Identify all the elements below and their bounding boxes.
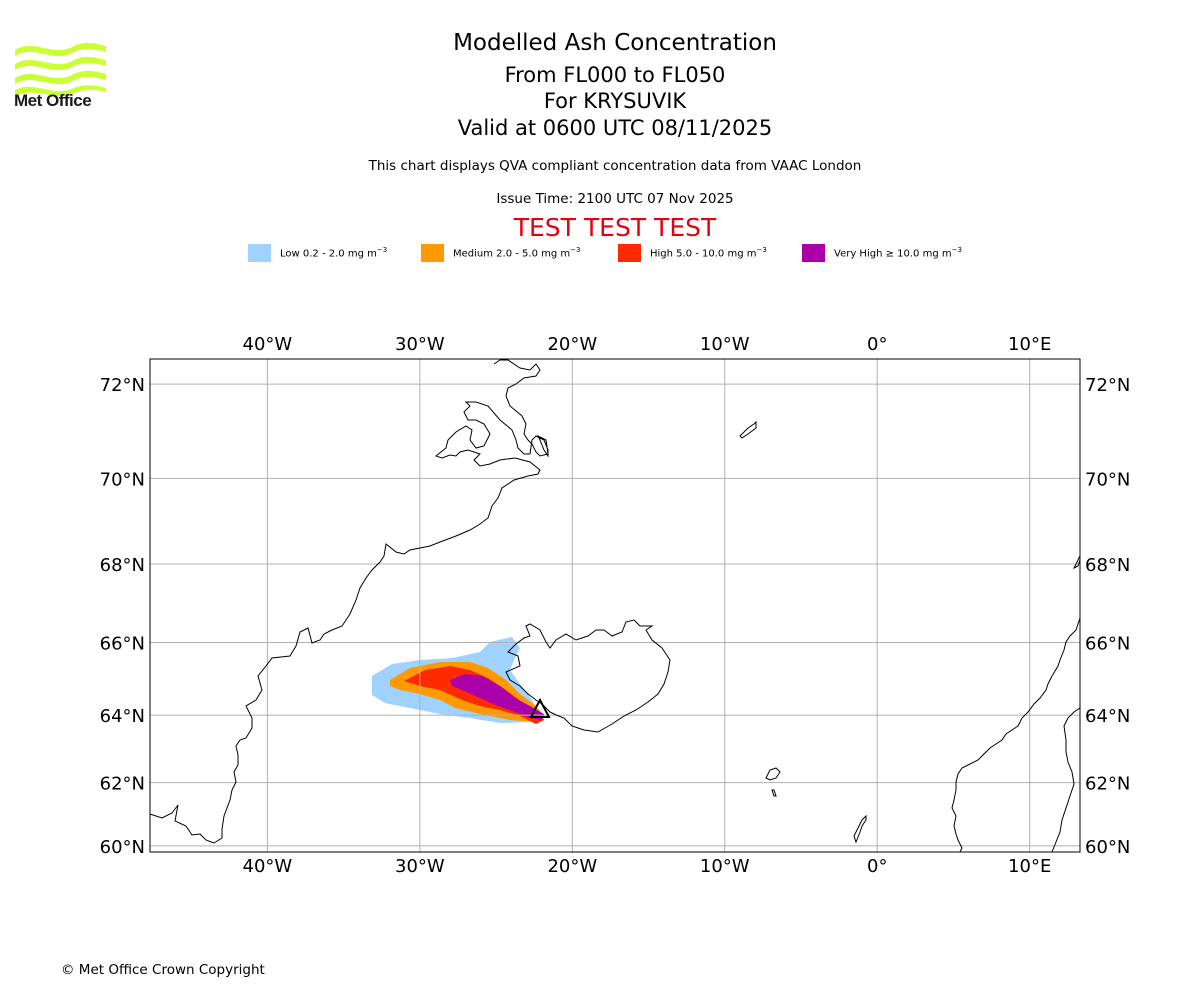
legend-label-high: High 5.0 - 10.0 mg m	[650, 248, 757, 260]
coastlines	[149, 359, 1081, 853]
logo-wave-1	[15, 42, 106, 56]
x-tick-label-bottom: 40°W	[243, 856, 293, 877]
x-tick-label-bottom: 20°W	[547, 856, 597, 877]
y-tick-label-left: 60°N	[100, 837, 145, 858]
met-office-logo	[15, 42, 106, 96]
legend-item-high: High 5.0 - 10.0 mg m−3	[618, 244, 767, 262]
x-tick-label-top: 0°	[867, 334, 887, 355]
y-tick-label-right: 66°N	[1085, 633, 1130, 654]
y-tick-label-left: 72°N	[100, 375, 145, 396]
y-tick-label-right: 62°N	[1085, 774, 1130, 795]
legend-item-medium: Medium 2.0 - 5.0 mg m−3	[421, 244, 580, 262]
coast-faroe-islands	[765, 767, 781, 797]
y-tick-label-right: 70°N	[1085, 469, 1130, 490]
coast-shetland	[853, 814, 867, 844]
legend-label-low: Low 0.2 - 2.0 mg m	[280, 248, 377, 260]
coast-greenland-east	[149, 359, 549, 844]
x-tick-label-top: 10°W	[700, 334, 750, 355]
x-tick-label-bottom: 10°W	[700, 856, 750, 877]
legend-label-medium: Medium 2.0 - 5.0 mg m	[453, 248, 571, 260]
legend-label-very-high: Very High ≥ 10.0 mg m	[834, 248, 952, 260]
graticule	[150, 359, 1080, 852]
legend-item-very-high: Very High ≥ 10.0 mg m−3	[802, 244, 962, 262]
logo-text: Met Office	[14, 91, 92, 110]
x-tick-label-top: 40°W	[243, 334, 293, 355]
volcano-triangle-icon	[529, 697, 551, 718]
logo-wave-3	[15, 70, 106, 84]
y-tick-label-right: 64°N	[1085, 706, 1130, 727]
test-banner: TEST TEST TEST	[513, 213, 717, 242]
y-tick-label-left: 64°N	[100, 706, 145, 727]
legend-swatch-very-high	[802, 244, 825, 262]
x-tick-label-bottom: 0°	[867, 856, 887, 877]
volcano-name: For KRYSUVIK	[543, 89, 687, 113]
y-tick-label-left: 66°N	[100, 633, 145, 654]
axis-ticks: 40°W 40°W 30°W 30°W 20°W 20°W 10°W 10°W 0° 0° 10°E…	[100, 334, 1131, 877]
legend-item-low: Low 0.2 - 2.0 mg m−3	[248, 244, 387, 262]
x-tick-label-bottom: 30°W	[395, 856, 445, 877]
ash-plume	[372, 637, 544, 724]
y-tick-label-left: 68°N	[100, 555, 145, 576]
coast-norway	[951, 617, 1081, 853]
x-tick-label-top: 20°W	[547, 334, 597, 355]
legend-swatch-low	[248, 244, 271, 262]
x-tick-label-top: 10°E	[1008, 334, 1051, 355]
y-tick-label-right: 68°N	[1085, 555, 1130, 576]
coast-jan-mayen	[739, 420, 757, 439]
y-tick-label-left: 70°N	[100, 469, 145, 490]
y-tick-label-right: 72°N	[1085, 375, 1130, 396]
y-tick-label-left: 62°N	[100, 774, 145, 795]
legend-swatch-high	[618, 244, 641, 262]
logo-wave-2	[15, 56, 106, 70]
issue-time: Issue Time: 2100 UTC 07 Nov 2025	[496, 191, 734, 207]
ash-very-high	[450, 674, 544, 720]
coast-iceland	[505, 619, 671, 733]
volcano-marker	[529, 697, 551, 718]
x-tick-label-bottom: 10°E	[1008, 856, 1051, 877]
y-tick-label-right: 60°N	[1085, 837, 1130, 858]
x-tick-label-top: 30°W	[395, 334, 445, 355]
flight-levels: From FL000 to FL050	[504, 63, 726, 87]
valid-time: Valid at 0600 UTC 08/11/2025	[457, 116, 773, 140]
chart-title: Modelled Ash Concentration	[453, 30, 777, 56]
coast-norway-north	[1072, 555, 1081, 570]
map-frame	[149, 358, 1081, 853]
copyright: © Met Office Crown Copyright	[61, 962, 265, 978]
chart-description: This chart displays QVA compliant concen…	[368, 158, 862, 174]
legend-swatch-medium	[421, 244, 444, 262]
coast-sweden-border	[1051, 707, 1081, 853]
logo-wave-4	[15, 85, 106, 96]
